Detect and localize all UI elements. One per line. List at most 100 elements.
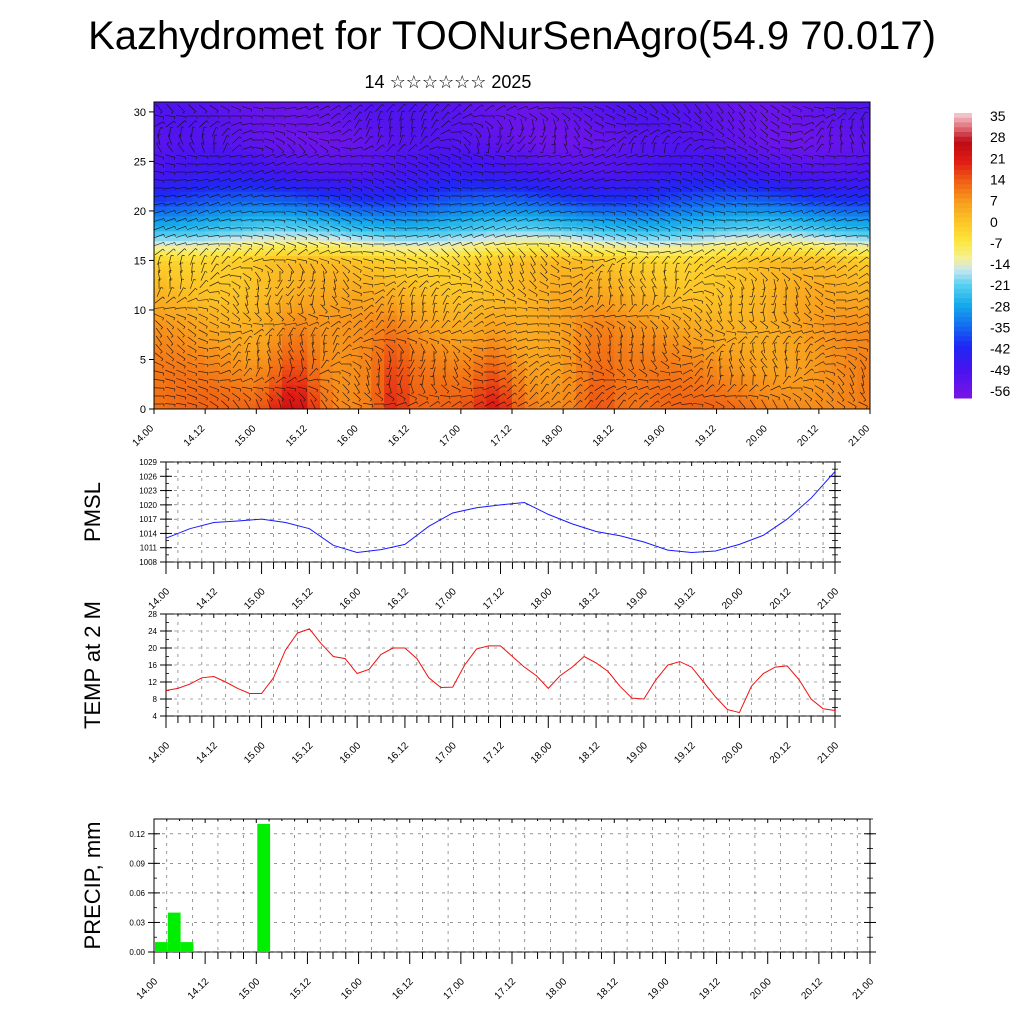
heatmap-cell (371, 131, 385, 138)
heatmap-cell (601, 359, 615, 366)
heatmap-cell (550, 285, 564, 291)
wind-barb (660, 113, 670, 119)
heatmap-cell (460, 220, 475, 227)
wind-barb (847, 170, 857, 174)
wind-barb-flag (570, 170, 572, 173)
wind-barb (165, 162, 175, 166)
heatmap-cell (831, 116, 846, 123)
heatmap-cell (601, 191, 615, 197)
wind-barb (231, 122, 241, 126)
wind-barb (198, 104, 208, 112)
heatmap-cell (639, 161, 654, 167)
heatmap-cell (537, 250, 551, 257)
heatmap-cell (333, 275, 347, 281)
heatmap-cell (256, 379, 270, 385)
heatmap-cell (601, 349, 615, 356)
wind-barb (616, 162, 626, 166)
heatmap-cell (460, 339, 475, 346)
heatmap-cell (627, 166, 641, 172)
heatmap-cell (307, 314, 321, 321)
wind-barb (308, 137, 318, 143)
heatmap-cell (154, 235, 168, 242)
heatmap-cell (358, 181, 372, 187)
heatmap-cell (729, 300, 743, 306)
heatmap-cell (563, 210, 577, 217)
heatmap-cell (831, 156, 846, 163)
heatmap-cell (486, 329, 500, 336)
heatmap-cell (154, 349, 168, 356)
heatmap-cell (243, 300, 257, 306)
heatmap-cell (639, 389, 654, 395)
wind-barb (550, 162, 560, 166)
heatmap-cell (192, 106, 206, 113)
heatmap-cell (192, 245, 206, 252)
heatmap-cell (652, 230, 667, 237)
wind-barb (429, 154, 439, 158)
heatmap-cell (691, 344, 705, 351)
heatmap-cell (512, 235, 526, 242)
wind-barb (242, 194, 252, 198)
heatmap-cell (217, 225, 232, 232)
heatmap-cell (844, 404, 858, 409)
wind-barb-flag (460, 180, 462, 184)
heatmap-cell (243, 116, 257, 123)
wind-barb (418, 170, 428, 174)
wind-barb-flag (734, 149, 737, 152)
wind-barb (616, 130, 626, 134)
heatmap-cell (473, 389, 488, 395)
heatmap-cell (754, 404, 769, 409)
wind-barb-flag (779, 173, 781, 176)
heatmap-cell (652, 329, 667, 336)
heatmap-cell (806, 404, 820, 409)
heatmap-cell (818, 196, 833, 202)
heatmap-cell (524, 364, 539, 370)
heatmap-cell (230, 220, 245, 227)
heatmap-cell (294, 205, 309, 212)
heatmap-cell (499, 374, 513, 380)
heatmap-cell (256, 334, 270, 341)
heatmap-cell (512, 126, 526, 133)
heatmap-cell (575, 230, 590, 237)
heatmap-cell (601, 156, 615, 163)
heatmap-cell (281, 265, 296, 271)
heatmap-cell (269, 404, 283, 409)
heatmap-cell (384, 215, 398, 222)
heatmap-cell (703, 250, 718, 257)
heatmap-cell (179, 314, 193, 321)
heatmap-cell (639, 354, 654, 361)
wind-barb (672, 136, 680, 144)
heatmap-cell (269, 314, 283, 321)
heatmap-cell (537, 309, 551, 316)
wind-barb (497, 143, 503, 153)
heatmap-cell (678, 210, 692, 217)
wind-barb (541, 135, 547, 145)
heatmap-cell (179, 141, 193, 148)
heatmap-cell (601, 364, 615, 370)
heatmap-cell (333, 399, 347, 405)
wind-barb (726, 178, 736, 182)
heatmap-cell (563, 171, 577, 177)
heatmap-cell (192, 314, 206, 321)
wind-barb-flag (743, 135, 746, 138)
heatmap-cell (384, 275, 398, 281)
wind-barb-flag (424, 111, 428, 113)
heatmap-cell (537, 354, 551, 361)
heatmap-cell (448, 404, 462, 409)
heatmap-cell (166, 265, 181, 271)
heatmap-cell (716, 305, 730, 311)
heatmap-cell (627, 394, 641, 400)
heatmap-cell (627, 389, 641, 395)
wind-barb (154, 114, 164, 118)
heatmap-cell (818, 225, 833, 232)
wind-barb (242, 146, 252, 150)
heatmap-cell (307, 171, 321, 177)
heatmap-cell (524, 374, 539, 380)
wind-barb (836, 170, 846, 174)
wind-barb-flag (765, 119, 768, 122)
heatmap-cell (793, 176, 807, 182)
heatmap-cell (537, 102, 551, 108)
heatmap-cell (780, 305, 794, 311)
heatmap-cell (205, 314, 219, 321)
wind-barb (671, 178, 681, 182)
heatmap-cell (639, 300, 654, 306)
